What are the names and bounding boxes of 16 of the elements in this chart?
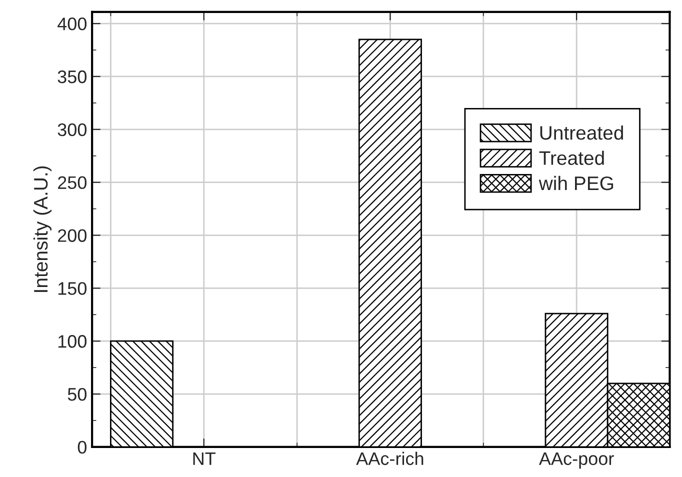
y-tick-label: 0 [78,440,87,454]
x-tick-label: NT [193,452,216,465]
y-tick-label: 200 [58,229,87,242]
y-tick-label: 100 [58,335,87,348]
x-tick-label: AAc-rich [356,452,424,466]
y-tick-label: 350 [58,70,87,84]
y-tick-label: 400 [58,18,87,30]
y-tick-label: 250 [58,176,87,190]
y-tick-label: 300 [58,123,87,136]
legend-label: Treated [539,150,604,165]
x-tick-label: AAc-poor [538,452,614,469]
y-tick-label: 50 [68,388,87,401]
legend-label: wih PEG [538,176,614,190]
legend-label: Untreated [540,125,623,140]
y-axis-title: Intensity (A.U.) [33,166,52,292]
y-tick-label: 150 [58,282,87,295]
